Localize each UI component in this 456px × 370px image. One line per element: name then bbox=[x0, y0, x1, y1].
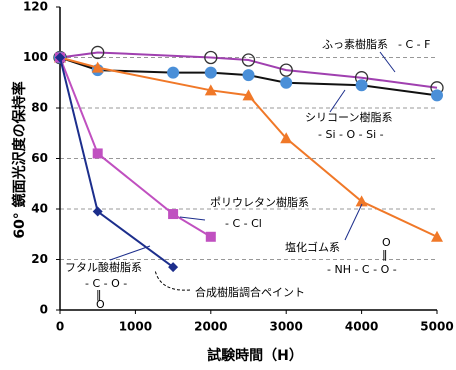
y-tick-label: 0 bbox=[40, 303, 48, 317]
marker bbox=[431, 230, 443, 242]
annotation: - NH - C - O - bbox=[327, 263, 397, 276]
annotation: 合成樹脂調合ペイント bbox=[195, 285, 305, 299]
x-tick-label: 5000 bbox=[420, 320, 453, 334]
annotation: - C - F bbox=[398, 38, 430, 51]
y-tick-label: 60 bbox=[31, 151, 48, 165]
marker bbox=[241, 53, 256, 67]
x-tick-label: 1000 bbox=[119, 320, 152, 334]
pointer bbox=[179, 216, 206, 221]
marker bbox=[167, 66, 180, 79]
pointer bbox=[344, 203, 363, 241]
marker bbox=[168, 262, 179, 273]
marker bbox=[279, 63, 293, 77]
y-tick-label: 20 bbox=[31, 252, 48, 266]
annotation: - C - O - bbox=[85, 277, 127, 290]
y-tick-label: 80 bbox=[31, 101, 48, 115]
x-tick-label: 3000 bbox=[269, 320, 302, 334]
marker bbox=[242, 69, 255, 82]
marker bbox=[92, 206, 103, 217]
series-line bbox=[59, 56, 438, 238]
marker bbox=[55, 52, 65, 63]
marker bbox=[205, 231, 216, 242]
marker bbox=[168, 209, 179, 220]
series-line bbox=[59, 51, 438, 89]
y-axis-title: 60° 鏡面光沢度の保持率 bbox=[11, 81, 28, 238]
series-label: ふっ素樹脂系 bbox=[322, 37, 388, 51]
series-label: フタル酸樹脂系 bbox=[65, 260, 142, 274]
marker bbox=[355, 195, 368, 207]
marker bbox=[91, 61, 104, 73]
x-tick-label: 0 bbox=[56, 320, 64, 334]
marker bbox=[242, 89, 255, 101]
marker bbox=[280, 132, 293, 144]
annotation: O bbox=[96, 298, 105, 311]
series-label: シリコーン樹脂系 bbox=[305, 110, 392, 124]
x-axis-title: 試験時間（H） bbox=[207, 347, 303, 364]
annotation: ‖ bbox=[382, 248, 388, 261]
y-tick-label: 120 bbox=[23, 0, 48, 14]
marker bbox=[91, 45, 105, 60]
series-line bbox=[59, 57, 174, 268]
y-tick-label: 100 bbox=[23, 50, 48, 64]
annotation: - Si - O - Si - bbox=[318, 128, 384, 141]
annotation: O bbox=[382, 236, 391, 249]
pointer bbox=[154, 269, 191, 291]
x-tick-label: 2000 bbox=[194, 320, 227, 334]
marker bbox=[355, 79, 368, 92]
marker bbox=[204, 66, 217, 79]
marker bbox=[92, 148, 103, 159]
marker bbox=[280, 76, 293, 89]
annotation: - C - Cl bbox=[225, 217, 262, 230]
marker bbox=[204, 84, 217, 96]
series-label: 塩化ゴム系 bbox=[285, 240, 340, 254]
series-label: ポリウレタン樹脂系 bbox=[210, 195, 309, 209]
x-tick-label: 4000 bbox=[345, 320, 378, 334]
pointer bbox=[109, 245, 151, 261]
pointer bbox=[329, 89, 346, 113]
marker bbox=[431, 89, 443, 102]
marker bbox=[204, 50, 218, 65]
y-tick-label: 40 bbox=[31, 202, 48, 216]
annotation: ‖ bbox=[96, 288, 102, 301]
series-line bbox=[59, 57, 212, 238]
pointer bbox=[379, 51, 396, 73]
